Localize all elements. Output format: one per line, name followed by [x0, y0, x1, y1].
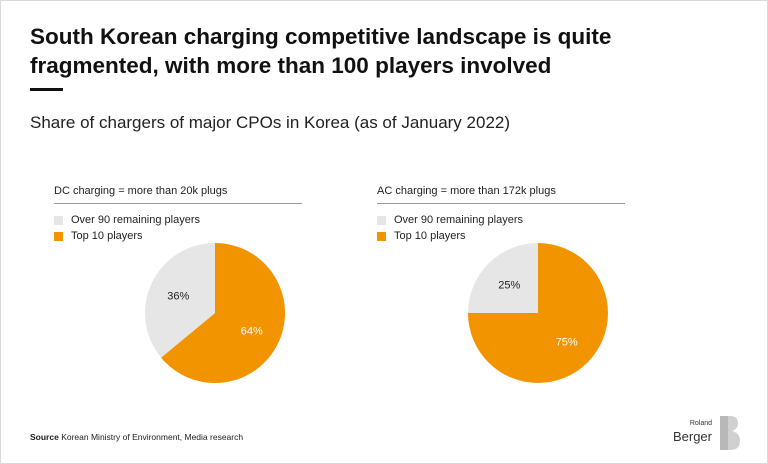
- dc-legend-item-top10: Top 10 players: [54, 228, 302, 244]
- dc-legend-label-top10: Top 10 players: [71, 230, 143, 242]
- dc-legend-item-remaining: Over 90 remaining players: [54, 212, 302, 228]
- title-underline: [30, 88, 63, 91]
- ac-chart-panel: AC charging = more than 172k plugs Over …: [377, 185, 625, 244]
- brand-logo: Roland Berger: [668, 414, 748, 454]
- dc-pie-chart: 64% 36%: [145, 243, 285, 383]
- dc-slice-label-top-10-players: 64%: [241, 325, 263, 337]
- source-note: Source Korean Ministry of Environment, M…: [30, 432, 243, 442]
- ac-legend-label-top10: Top 10 players: [394, 230, 466, 242]
- brand-b-mark-icon: [720, 416, 740, 450]
- dc-legend-label-remaining: Over 90 remaining players: [71, 214, 201, 226]
- brand-small-text: Roland: [689, 420, 712, 427]
- dc-legend-swatch-top10: [54, 231, 63, 241]
- brand-main-text: Berger: [672, 429, 712, 444]
- ac-legend-swatch-top10: [377, 231, 386, 241]
- dc-legend-swatch-remaining: [54, 215, 63, 225]
- page-title: South Korean charging competitive landsc…: [30, 24, 612, 78]
- dc-slice-label-over-90-remaining-players: 36%: [167, 291, 189, 303]
- ac-legend-item-remaining: Over 90 remaining players: [377, 212, 625, 228]
- chart-subtitle: Share of chargers of major CPOs in Korea…: [30, 113, 511, 132]
- ac-slice-label-top-10-players: 75%: [556, 337, 578, 349]
- ac-legend: Over 90 remaining players Top 10 players: [377, 212, 625, 244]
- ac-legend-label-remaining: Over 90 remaining players: [394, 214, 524, 226]
- ac-pie-chart: 75% 25%: [468, 243, 608, 383]
- dc-legend: Over 90 remaining players Top 10 players: [54, 212, 302, 244]
- ac-slice-over-90-remaining-players: [468, 243, 538, 313]
- ac-slice-label-over-90-remaining-players: 25%: [498, 279, 520, 291]
- dc-slice-top-10-players: [161, 243, 285, 383]
- ac-legend-swatch-remaining: [377, 215, 386, 225]
- source-text: Korean Ministry of Environment, Media re…: [61, 432, 244, 442]
- dc-chart-title: DC charging = more than 20k plugs: [54, 185, 302, 204]
- ac-legend-item-top10: Top 10 players: [377, 228, 625, 244]
- dc-slice-over-90-remaining-players: [145, 243, 215, 358]
- source-label: Source: [30, 432, 59, 442]
- dc-chart-panel: DC charging = more than 20k plugs Over 9…: [54, 185, 302, 244]
- ac-chart-title: AC charging = more than 172k plugs: [377, 185, 625, 204]
